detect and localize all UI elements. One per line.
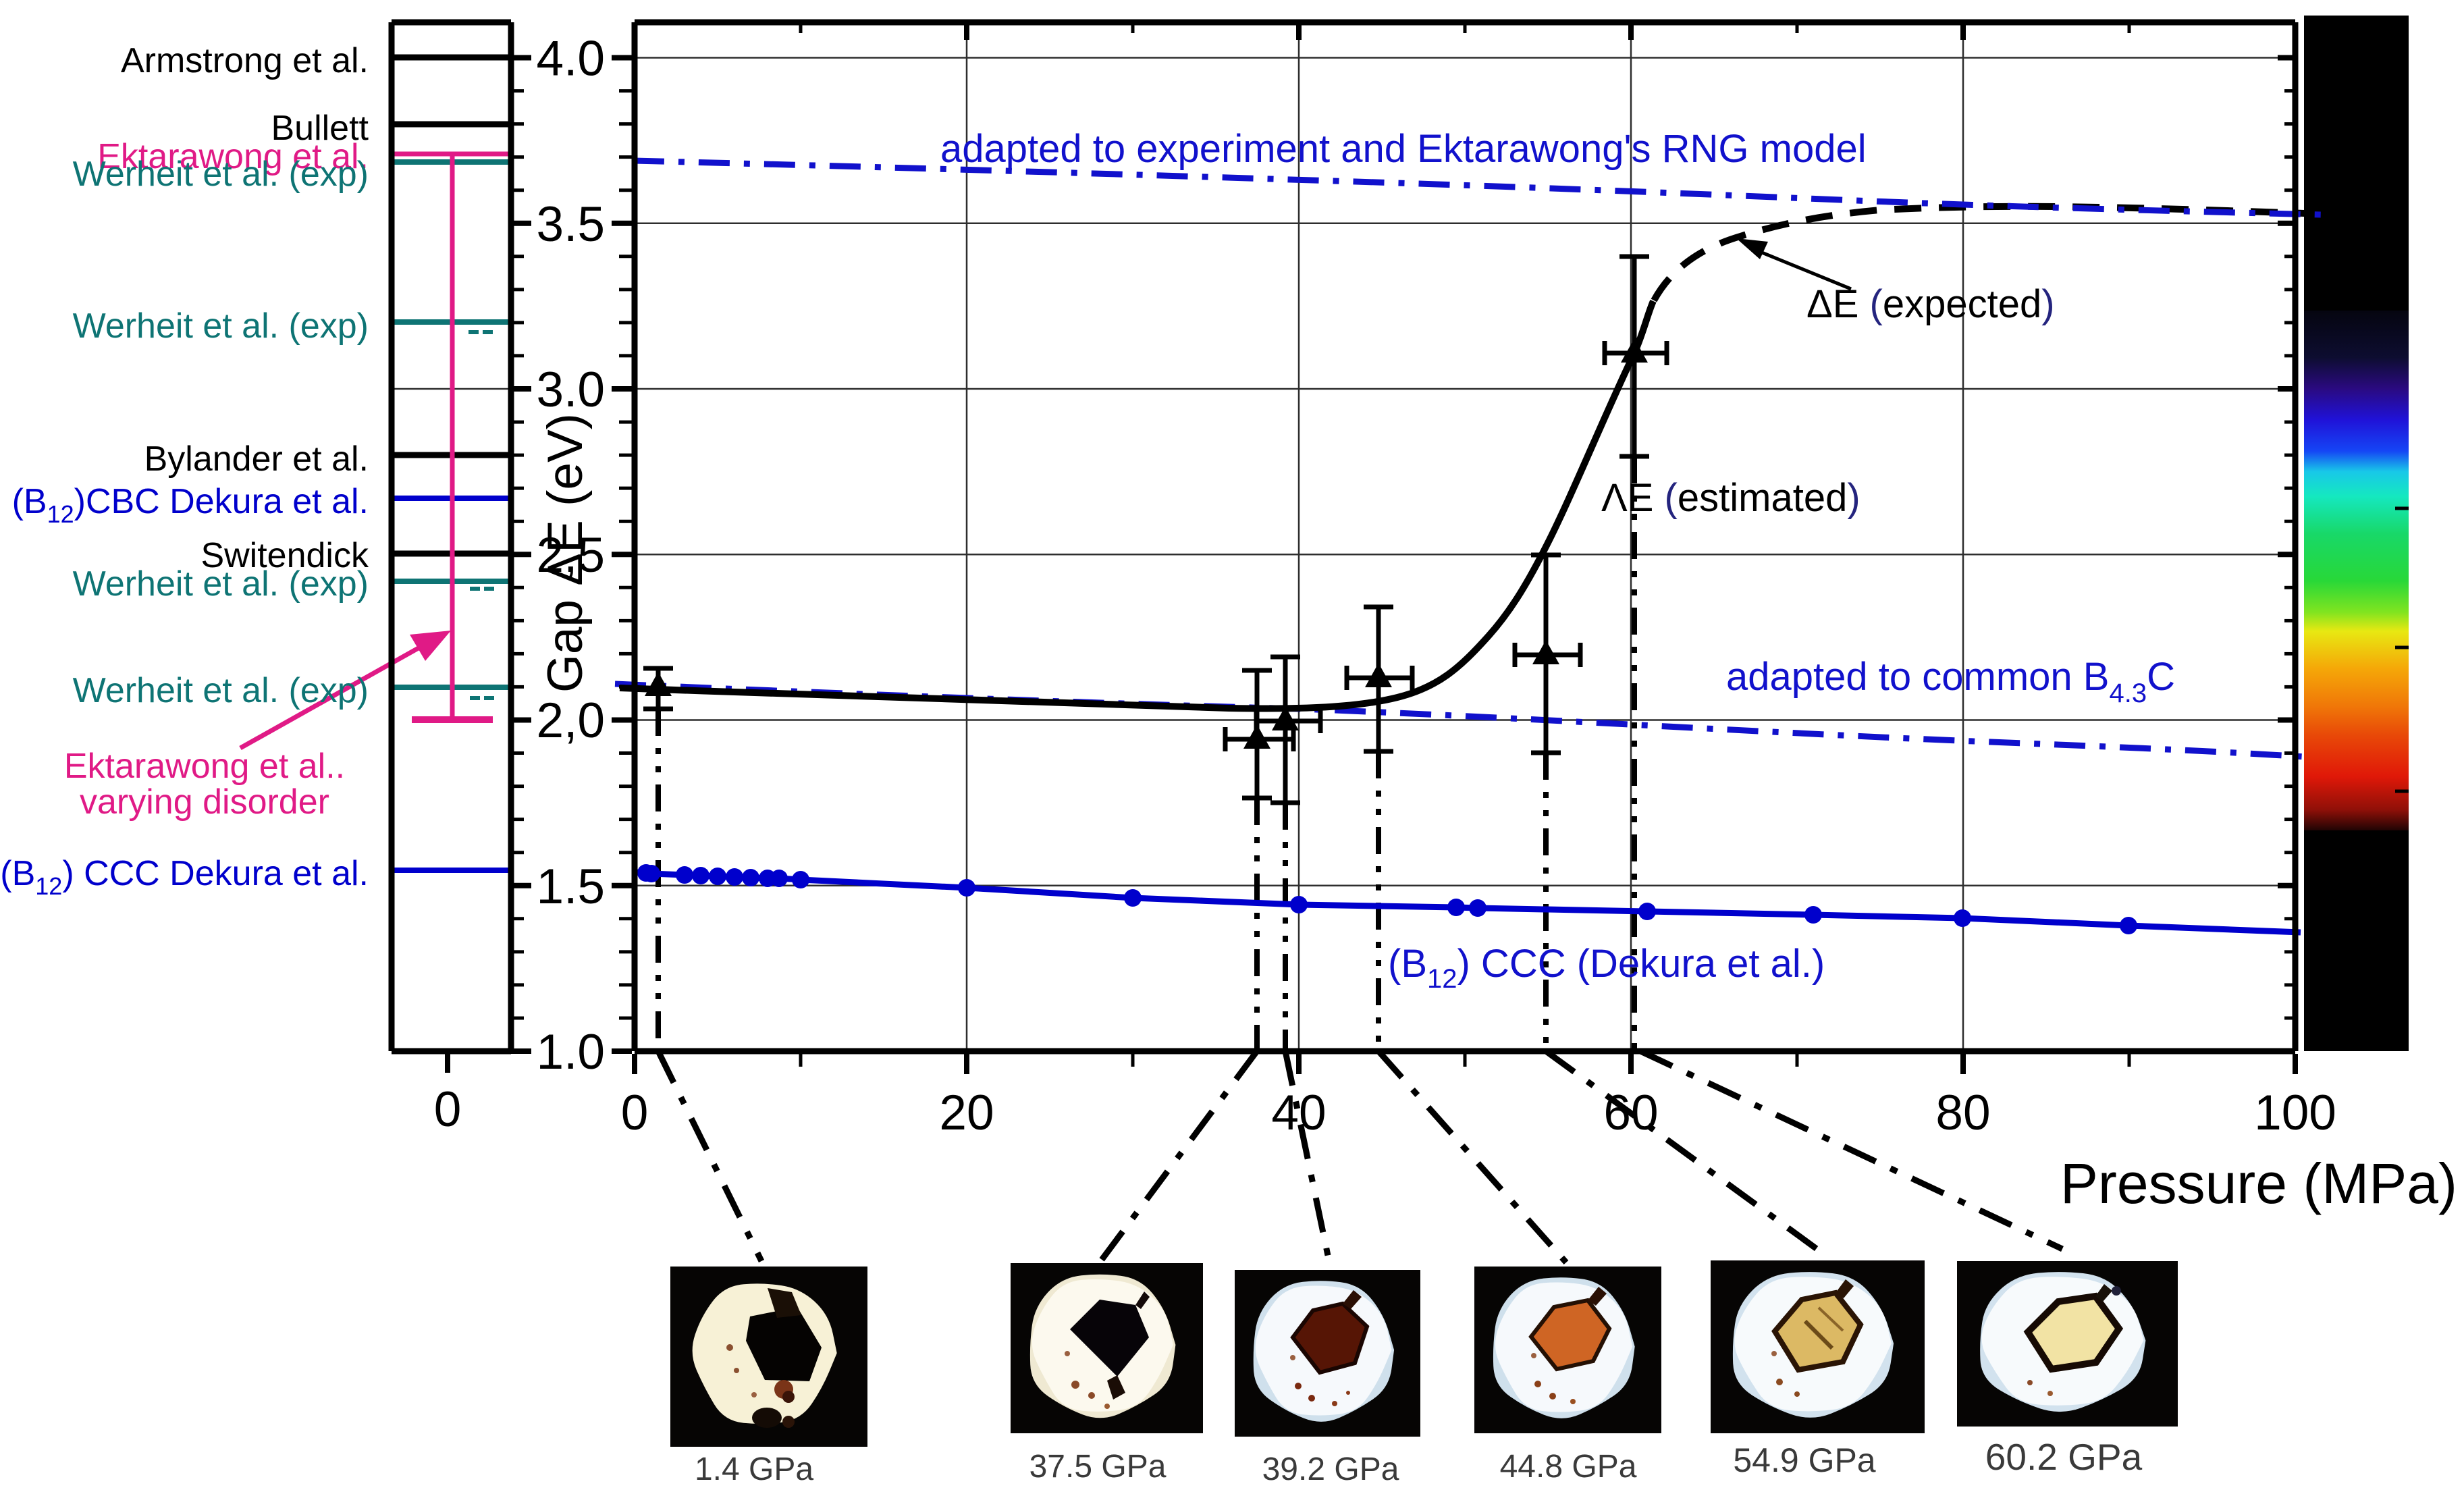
- svg-text:ΔE (expected): ΔE (expected): [1806, 282, 2055, 326]
- svg-text:3.5: 3.5: [537, 197, 605, 252]
- svg-text:Werheit et al. (exp): Werheit et al. (exp): [73, 671, 369, 710]
- svg-text:1.5: 1.5: [537, 859, 605, 914]
- svg-text:4.0: 4.0: [537, 32, 605, 86]
- svg-text:40: 40: [1271, 1086, 1326, 1140]
- svg-text:Werheit et al. (exp): Werheit et al. (exp): [73, 564, 369, 604]
- svg-text:Bylander et al.: Bylander et al.: [144, 439, 369, 479]
- svg-text:60.2 GPa: 60.2 GPa: [1985, 1436, 2143, 1478]
- svg-text:60: 60: [1603, 1086, 1658, 1140]
- svg-text:adapted to experiment and Ekta: adapted to experiment and Ektarawong's R…: [940, 127, 1867, 171]
- svg-text:3.0: 3.0: [537, 363, 605, 417]
- svg-text:100: 100: [2254, 1086, 2336, 1140]
- svg-text:0: 0: [621, 1086, 649, 1140]
- svg-text:Switendick: Switendick: [200, 536, 369, 575]
- svg-text:Armstrong et al.: Armstrong et al.: [121, 41, 369, 80]
- svg-text:1.4 GPa: 1.4 GPa: [695, 1451, 813, 1487]
- svg-text:Werheit et al. (exp): Werheit et al. (exp): [73, 307, 369, 346]
- svg-text:1.0: 1.0: [537, 1025, 605, 1080]
- svg-text:20: 20: [939, 1086, 994, 1140]
- svg-text:Gap ΔE (eV): Gap ΔE (eV): [538, 413, 593, 693]
- svg-text:varying disorder: varying disorder: [80, 782, 329, 822]
- svg-text:ΛE (estimated): ΛE (estimated): [1601, 476, 1860, 520]
- svg-text:Werheit et al. (exp): Werheit et al. (exp): [73, 155, 369, 194]
- svg-text:80: 80: [1935, 1086, 1990, 1140]
- svg-text:Bullett: Bullett: [271, 109, 369, 148]
- svg-text:0: 0: [434, 1082, 462, 1137]
- svg-text:Ektarawong et al.: Ektarawong et al.: [97, 137, 369, 176]
- svg-text:54.9 GPa: 54.9 GPa: [1733, 1441, 1875, 1479]
- svg-text:(B12) CCC (Dekura et al.): (B12) CCC (Dekura et al.): [1388, 942, 1825, 994]
- svg-text:Pressure (MPa): Pressure (MPa): [2060, 1152, 2457, 1215]
- svg-text:39.2 GPa: 39.2 GPa: [1262, 1451, 1399, 1487]
- svg-text:2,0: 2,0: [537, 693, 605, 748]
- svg-text:44.8 GPa: 44.8 GPa: [1500, 1449, 1637, 1485]
- svg-text:2,5: 2,5: [537, 528, 605, 583]
- svg-text:37.5 GPa: 37.5 GPa: [1029, 1449, 1167, 1485]
- svg-text:(B12)CBC Dekura et al.: (B12)CBC Dekura et al.: [12, 482, 369, 528]
- svg-text:Ektarawong et al..: Ektarawong et al..: [64, 747, 345, 786]
